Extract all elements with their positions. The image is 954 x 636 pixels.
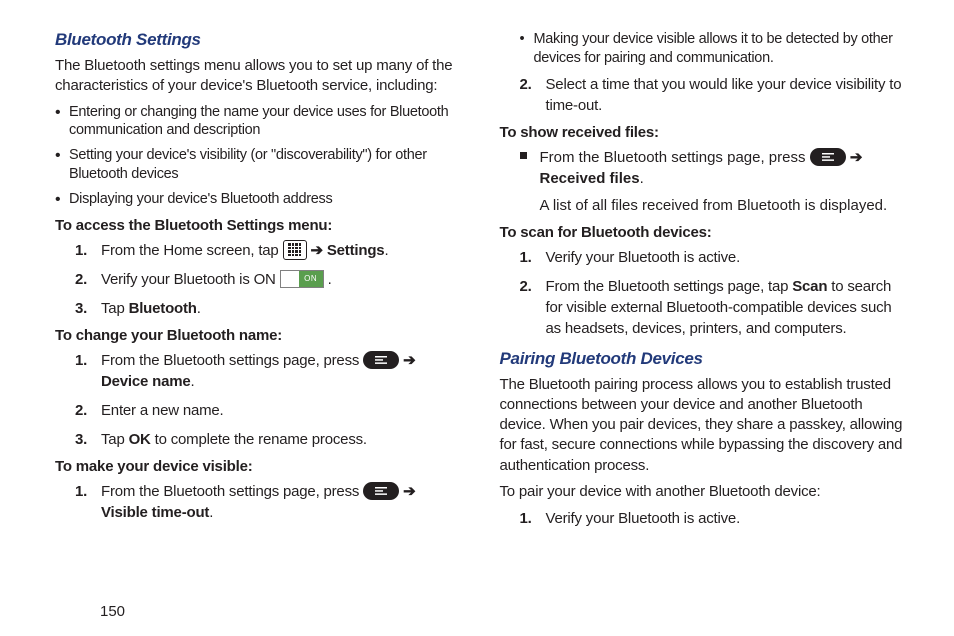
arrow-icon: ➔ — [403, 483, 415, 500]
bullet-item: Setting your device's visibility (or "di… — [55, 146, 460, 184]
feature-bullets: Entering or changing the name your devic… — [55, 103, 460, 209]
step-text: From the Bluetooth settings page, press — [101, 483, 363, 500]
subhead-scan: To scan for Bluetooth devices: — [500, 224, 905, 241]
step-item: Verify your Bluetooth is active. — [520, 247, 905, 268]
bluetooth-label: Bluetooth — [129, 300, 197, 317]
step-item: Select a time that you would like your d… — [520, 74, 905, 116]
carry-bullet: Making your device visible allows it to … — [500, 30, 905, 68]
steps-access: From the Home screen, tap ➔ Settings. Ve… — [55, 240, 460, 319]
step-text: Tap — [101, 431, 129, 448]
menu-icon — [363, 351, 399, 369]
bullet-item: Displaying your device's Bluetooth addre… — [55, 190, 460, 209]
toggle-on-icon: ON — [280, 270, 324, 288]
bullet-item: Making your device visible allows it to … — [520, 30, 905, 68]
received-files-note: A list of all files received from Blueto… — [540, 195, 905, 216]
device-name-label: Device name — [101, 373, 191, 390]
ok-label: OK — [129, 431, 151, 448]
scan-label: Scan — [792, 278, 827, 295]
received-files-label: Received files — [540, 170, 640, 187]
received-files-step: From the Bluetooth settings page, press … — [500, 147, 905, 216]
toggle-on-label: ON — [299, 271, 323, 287]
settings-label: Settings — [327, 242, 385, 259]
pairing-lead: To pair your device with another Bluetoo… — [500, 482, 905, 502]
step-item: From the Bluetooth settings page, press … — [75, 481, 460, 523]
step-item: From the Bluetooth settings page, tap Sc… — [520, 276, 905, 339]
arrow-icon: ➔ — [311, 242, 323, 259]
page-number: 150 — [100, 603, 125, 620]
period: . — [197, 300, 201, 317]
step-item: From the Home screen, tap ➔ Settings. — [75, 240, 460, 261]
menu-icon — [810, 148, 846, 166]
subhead-access-menu: To access the Bluetooth Settings menu: — [55, 217, 460, 234]
right-column: Making your device visible allows it to … — [500, 30, 905, 590]
step-text: From the Bluetooth settings page, press — [540, 149, 810, 166]
period: . — [191, 373, 195, 390]
intro-text: The Bluetooth settings menu allows you t… — [55, 56, 460, 97]
step-item: Verify your Bluetooth is ON ON . — [75, 269, 460, 290]
step-item: Tap OK to complete the rename process. — [75, 429, 460, 450]
left-column: Bluetooth Settings The Bluetooth setting… — [55, 30, 460, 590]
heading-pairing: Pairing Bluetooth Devices — [500, 349, 905, 369]
square-item: From the Bluetooth settings page, press … — [520, 147, 905, 216]
period: . — [384, 242, 388, 259]
step-text: From the Home screen, tap — [101, 242, 283, 259]
heading-bluetooth-settings: Bluetooth Settings — [55, 30, 460, 50]
step-item: From the Bluetooth settings page, press … — [75, 350, 460, 392]
subhead-change-name: To change your Bluetooth name: — [55, 327, 460, 344]
steps-visible: From the Bluetooth settings page, press … — [55, 481, 460, 523]
steps-scan: Verify your Bluetooth is active. From th… — [500, 247, 905, 339]
step-item: Enter a new name. — [75, 400, 460, 421]
visible-timeout-label: Visible time-out — [101, 504, 209, 521]
step-text: to complete the rename process. — [151, 431, 367, 448]
carry-steps: Select a time that you would like your d… — [500, 74, 905, 116]
step-text: From the Bluetooth settings page, press — [101, 352, 363, 369]
subhead-received-files: To show received files: — [500, 124, 905, 141]
tap-text: Tap — [101, 300, 129, 317]
step-item: Tap Bluetooth. — [75, 298, 460, 319]
step-text: From the Bluetooth settings page, tap — [546, 278, 793, 295]
pairing-intro: The Bluetooth pairing process allows you… — [500, 375, 905, 476]
page-columns: Bluetooth Settings The Bluetooth setting… — [55, 30, 904, 590]
steps-change-name: From the Bluetooth settings page, press … — [55, 350, 460, 450]
subhead-make-visible: To make your device visible: — [55, 458, 460, 475]
step-text: Verify your Bluetooth is ON — [101, 271, 280, 288]
period: . — [640, 170, 644, 187]
menu-icon — [363, 482, 399, 500]
apps-icon — [283, 240, 307, 260]
steps-pair: Verify your Bluetooth is active. — [500, 508, 905, 529]
step-item: Verify your Bluetooth is active. — [520, 508, 905, 529]
bullet-item: Entering or changing the name your devic… — [55, 103, 460, 141]
arrow-icon: ➔ — [403, 352, 415, 369]
arrow-icon: ➔ — [850, 149, 863, 166]
period: . — [209, 504, 213, 521]
period: . — [328, 271, 332, 288]
